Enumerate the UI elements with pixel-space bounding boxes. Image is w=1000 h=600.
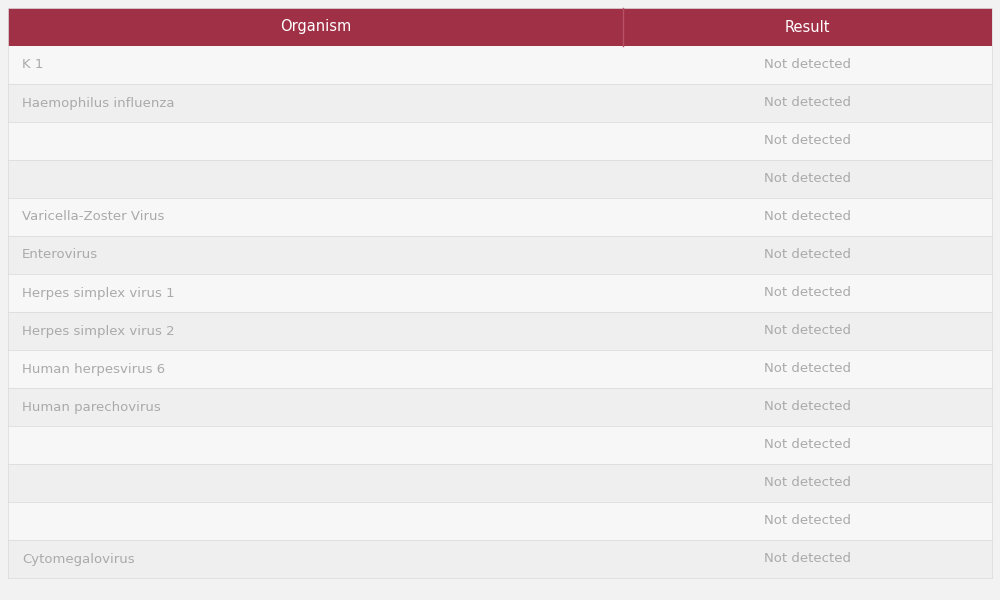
Text: Not detected: Not detected [764,401,851,413]
Bar [8,426,992,464]
Text: Varicella-Zoster Virus: Varicella-Zoster Virus [22,211,164,223]
Bar [8,160,992,198]
Text: Human parechovirus: Human parechovirus [22,401,161,413]
Bar [8,540,992,578]
Text: Human herpesvirus 6: Human herpesvirus 6 [22,362,165,376]
Bar [8,312,992,350]
Text: Enterovirus: Enterovirus [22,248,98,262]
Text: Result: Result [785,19,830,34]
Text: Not detected: Not detected [764,439,851,451]
Text: Cytomegalovirus: Cytomegalovirus [22,553,135,565]
Bar [8,236,992,274]
Bar [8,502,992,540]
Text: Haemophilus influenza: Haemophilus influenza [22,97,175,109]
Text: Not detected: Not detected [764,553,851,565]
Bar [8,84,992,122]
Bar [8,350,992,388]
Text: Not detected: Not detected [764,248,851,262]
Bar [8,274,992,312]
Bar [8,198,992,236]
Text: Not detected: Not detected [764,97,851,109]
Text: Herpes simplex virus 2: Herpes simplex virus 2 [22,325,175,337]
Bar [8,46,992,84]
Text: Organism: Organism [280,19,351,34]
Bar [8,464,992,502]
Text: Not detected: Not detected [764,514,851,527]
Bar [8,8,992,46]
Text: Not detected: Not detected [764,476,851,490]
Text: K 1: K 1 [22,58,43,71]
Bar [8,388,992,426]
Text: Not detected: Not detected [764,211,851,223]
Text: Herpes simplex virus 1: Herpes simplex virus 1 [22,286,175,299]
Bar [8,122,992,160]
Text: Not detected: Not detected [764,134,851,148]
Text: Not detected: Not detected [764,286,851,299]
Text: Not detected: Not detected [764,325,851,337]
Text: Not detected: Not detected [764,58,851,71]
Text: Not detected: Not detected [764,362,851,376]
Text: Not detected: Not detected [764,173,851,185]
